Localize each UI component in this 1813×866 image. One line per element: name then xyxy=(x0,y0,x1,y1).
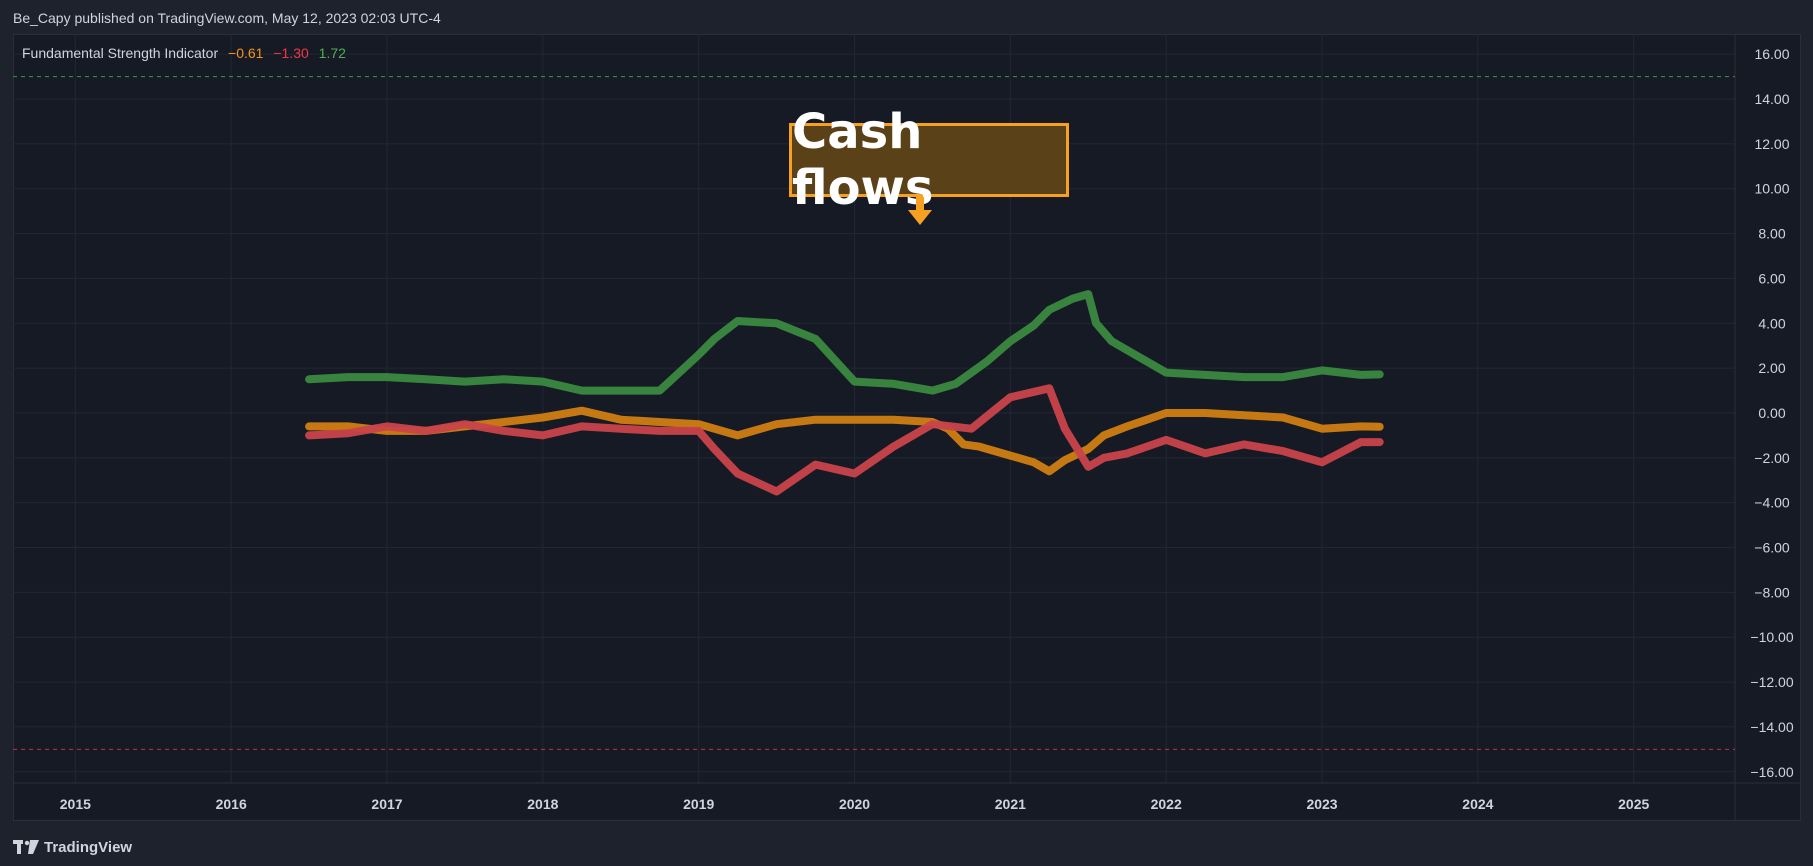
y-tick-label: 6.00 xyxy=(1758,270,1785,286)
x-tick-label: 2025 xyxy=(1618,796,1649,812)
y-tick-label: −14.00 xyxy=(1750,719,1793,735)
indicator-legend[interactable]: Fundamental Strength Indicator −0.61 −1.… xyxy=(22,45,352,61)
y-tick-label: 16.00 xyxy=(1754,46,1789,62)
legend-value-green: 1.72 xyxy=(318,45,346,61)
footer[interactable]: TradingView xyxy=(13,836,132,858)
y-tick-label: 10.00 xyxy=(1754,181,1789,197)
series-line-0 xyxy=(305,290,1384,395)
published-info: Be_Capy published on TradingView.com, Ma… xyxy=(13,10,441,26)
tradingview-logo-icon xyxy=(13,840,39,854)
series-line-1 xyxy=(305,406,1384,476)
x-tick-label: 2016 xyxy=(216,796,247,812)
y-tick-label: 4.00 xyxy=(1758,315,1785,331)
legend-value-red: −1.30 xyxy=(273,45,309,61)
x-tick-label: 2020 xyxy=(839,796,870,812)
annotation-label: Cash flows xyxy=(792,104,934,216)
y-tick-label: 0.00 xyxy=(1758,405,1785,421)
indicator-name: Fundamental Strength Indicator xyxy=(22,45,219,61)
x-tick-label: 2021 xyxy=(995,796,1026,812)
x-tick-label: 2015 xyxy=(60,796,91,812)
y-tick-label: 12.00 xyxy=(1754,136,1789,152)
x-tick-label: 2022 xyxy=(1151,796,1182,812)
y-tick-label: −6.00 xyxy=(1754,540,1790,556)
y-tick-label: 8.00 xyxy=(1758,226,1785,242)
x-tick-label: 2018 xyxy=(527,796,558,812)
y-tick-label: −8.00 xyxy=(1754,584,1790,600)
arrow-down-icon xyxy=(908,197,932,225)
y-tick-label: 14.00 xyxy=(1754,91,1789,107)
y-tick-label: −10.00 xyxy=(1750,629,1793,645)
top-bar: Be_Capy published on TradingView.com, Ma… xyxy=(0,0,1813,34)
y-tick-label: −4.00 xyxy=(1754,495,1790,511)
series-line-2 xyxy=(305,384,1384,496)
y-tick-label: −16.00 xyxy=(1750,764,1793,780)
footer-brand: TradingView xyxy=(44,838,133,856)
x-tick-label: 2017 xyxy=(371,796,402,812)
y-tick-label: 2.00 xyxy=(1758,360,1785,376)
y-tick-label: −12.00 xyxy=(1750,674,1793,690)
annotation-callout[interactable]: Cash flows xyxy=(789,104,1069,216)
legend-value-orange: −0.61 xyxy=(228,45,264,61)
x-tick-label: 2024 xyxy=(1462,796,1493,812)
x-tick-label: 2019 xyxy=(683,796,714,812)
x-tick-label: 2023 xyxy=(1306,796,1337,812)
y-tick-label: −2.00 xyxy=(1754,450,1790,466)
